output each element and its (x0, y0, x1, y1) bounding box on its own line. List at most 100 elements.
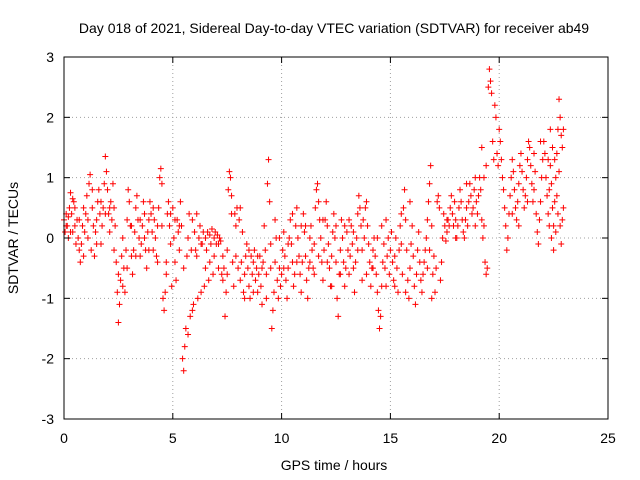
data-point (341, 283, 348, 290)
data-point (339, 235, 346, 241)
data-point (187, 313, 194, 320)
data-point (157, 165, 164, 172)
data-point (398, 241, 405, 248)
data-point (145, 247, 152, 254)
data-point (457, 186, 464, 193)
data-point (499, 174, 506, 181)
data-point (355, 192, 362, 199)
data-point (418, 289, 425, 296)
data-point (80, 204, 87, 211)
data-point (350, 265, 357, 272)
data-point (559, 216, 566, 223)
data-point (215, 241, 222, 248)
data-point (365, 241, 372, 248)
data-point (393, 265, 400, 272)
data-point (521, 204, 528, 211)
data-point (428, 295, 435, 302)
data-point (108, 216, 115, 223)
data-point (449, 210, 456, 217)
chart-title: Day 018 of 2021, Sidereal Day-to-day VTE… (79, 20, 589, 36)
data-point (317, 235, 324, 241)
data-point (549, 144, 556, 151)
data-point (292, 222, 299, 229)
data-point (89, 204, 96, 211)
data-point (358, 222, 365, 229)
data-point (556, 96, 563, 103)
data-point (277, 283, 284, 290)
data-point (260, 259, 267, 266)
y-axis-label: SDTVAR / TECUs (5, 182, 21, 294)
data-point (464, 222, 471, 229)
data-point (71, 204, 78, 211)
data-point (161, 307, 168, 314)
data-point (113, 259, 120, 266)
data-point (474, 210, 481, 217)
data-point (559, 144, 566, 151)
data-point (529, 198, 536, 205)
data-point (348, 222, 355, 229)
data-point (531, 150, 538, 157)
data-point (198, 241, 205, 248)
data-point (451, 198, 458, 205)
data-point (329, 228, 336, 235)
data-point (536, 216, 543, 223)
data-point (116, 301, 123, 308)
data-point (101, 180, 108, 187)
x-tick-label: 5 (169, 430, 177, 446)
data-point (86, 180, 93, 187)
data-point (78, 241, 85, 248)
data-point (241, 295, 248, 302)
data-point (397, 222, 404, 229)
data-point (411, 283, 418, 290)
data-point (219, 253, 226, 260)
data-point (424, 216, 431, 223)
data-point (557, 114, 564, 121)
data-point (554, 210, 561, 217)
data-point (367, 283, 374, 290)
data-point (173, 277, 180, 284)
data-point (417, 277, 424, 284)
data-point (272, 216, 279, 223)
data-point (211, 235, 218, 241)
data-point (205, 277, 212, 284)
data-point (293, 204, 300, 211)
data-point (148, 210, 155, 217)
data-point (452, 235, 459, 241)
data-point (542, 174, 549, 181)
data-point (488, 90, 495, 97)
data-point (80, 253, 87, 260)
data-point (263, 295, 270, 302)
data-point (243, 241, 250, 248)
data-point (297, 271, 304, 278)
data-point (87, 171, 94, 178)
data-point (152, 235, 159, 241)
data-point (211, 253, 218, 260)
data-point (240, 289, 247, 296)
data-point (109, 180, 116, 187)
x-tick-label: 20 (491, 430, 507, 446)
data-point (90, 222, 97, 229)
data-point (390, 277, 397, 284)
data-point (335, 313, 342, 320)
data-point (160, 295, 167, 302)
data-point (276, 235, 283, 241)
data-point (242, 253, 249, 260)
data-point (140, 198, 147, 205)
data-point (465, 198, 472, 205)
data-point (324, 259, 331, 266)
x-tick-label: 25 (600, 430, 616, 446)
data-point (66, 204, 73, 211)
data-point (534, 228, 541, 235)
data-point (380, 241, 387, 248)
data-point (143, 265, 150, 272)
data-point (409, 222, 416, 229)
data-point (413, 271, 420, 278)
data-point (171, 259, 178, 266)
data-point (114, 289, 121, 296)
data-point (303, 277, 310, 284)
data-point (237, 277, 244, 284)
data-point (244, 265, 251, 272)
data-point (512, 204, 519, 211)
data-point (343, 228, 350, 235)
x-tick-label: 0 (60, 430, 68, 446)
